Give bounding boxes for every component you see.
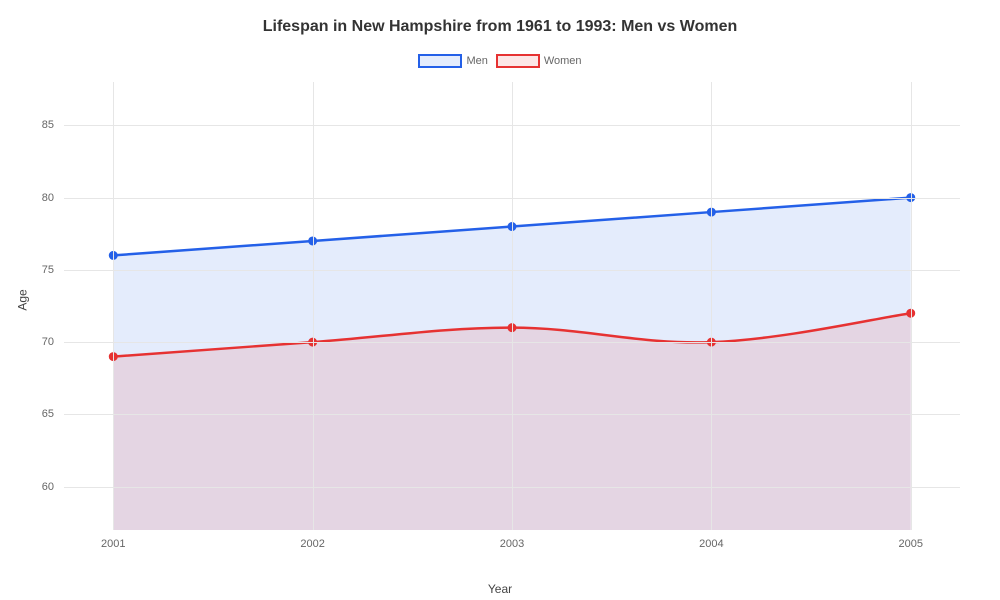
x-axis-label: Year <box>0 582 1000 596</box>
legend-item-women: Women <box>496 54 582 68</box>
x-tick-label: 2005 <box>898 538 922 550</box>
chart-container: Lifespan in New Hampshire from 1961 to 1… <box>0 0 1000 600</box>
x-tick-label: 2003 <box>500 538 524 550</box>
y-tick-label: 70 <box>42 336 54 348</box>
y-tick-label: 75 <box>42 264 54 276</box>
chart-title: Lifespan in New Hampshire from 1961 to 1… <box>0 18 1000 36</box>
legend-label-women: Women <box>544 55 582 67</box>
y-tick-label: 60 <box>42 481 54 493</box>
grid-horizontal <box>64 125 960 126</box>
grid-horizontal <box>64 342 960 343</box>
grid-horizontal <box>64 198 960 199</box>
grid-vertical <box>512 82 513 530</box>
legend-item-men: Men <box>418 54 487 68</box>
x-tick-label: 2004 <box>699 538 723 550</box>
grid-vertical <box>711 82 712 530</box>
grid-vertical <box>313 82 314 530</box>
x-tick-label: 2002 <box>300 538 324 550</box>
legend-swatch-women <box>496 54 540 68</box>
legend-swatch-men <box>418 54 462 68</box>
grid-horizontal <box>64 414 960 415</box>
x-tick-label: 2001 <box>101 538 125 550</box>
y-tick-label: 80 <box>42 192 54 204</box>
y-tick-label: 65 <box>42 408 54 420</box>
y-axis-label: Age <box>16 289 30 310</box>
plot-area: 20012002200320042005606570758085 <box>64 82 960 530</box>
y-tick-label: 85 <box>42 119 54 131</box>
grid-vertical <box>911 82 912 530</box>
grid-horizontal <box>64 270 960 271</box>
legend: Men Women <box>0 54 1000 68</box>
grid-horizontal <box>64 487 960 488</box>
legend-label-men: Men <box>466 55 487 67</box>
grid-vertical <box>113 82 114 530</box>
